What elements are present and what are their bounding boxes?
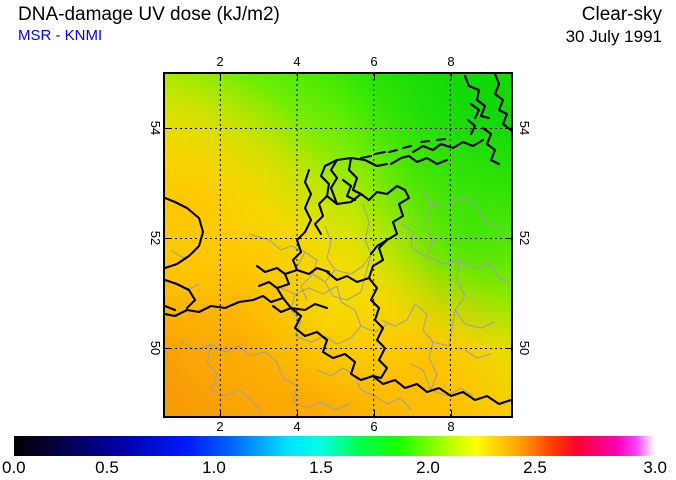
y-tick-left-50 <box>165 348 171 349</box>
x-axis-label-bottom-1: 4 <box>293 419 301 434</box>
x-tick-bottom-6 <box>374 410 375 416</box>
y-axis-label-left-50: 50 <box>148 340 163 356</box>
x-axis-label-top-1: 4 <box>293 54 301 69</box>
data-source-label: MSR - KNMI <box>18 27 103 44</box>
colorbar-tick-0: 0.0 <box>2 458 26 477</box>
x-tick-bottom-4 <box>297 410 298 416</box>
colorbar-tick-4: 2.0 <box>416 458 440 477</box>
map-frame <box>163 72 513 418</box>
x-axis-label-bottom-0: 2 <box>216 419 224 434</box>
x-tick-top-2 <box>220 74 221 80</box>
map-panel <box>163 72 513 418</box>
colorbar-tick-5: 2.5 <box>523 458 547 477</box>
y-tick-right-52 <box>505 238 511 239</box>
uv-dose-heatmap <box>165 74 511 416</box>
y-tick-left-52 <box>165 238 171 239</box>
y-axis-label-right-54: 54 <box>517 120 532 136</box>
colorbar-gradient <box>14 436 655 456</box>
colorbar-tick-1: 0.5 <box>95 458 119 477</box>
colorbar-panel: 0.0 0.5 1.0 1.5 2.0 2.5 3.0 <box>2 436 667 478</box>
x-axis-label-bottom-3: 8 <box>447 419 455 434</box>
colorbar-tick-2: 1.0 <box>202 458 226 477</box>
header-right-block: Clear-sky 30 July 1991 <box>566 4 662 47</box>
x-tick-bottom-2 <box>220 410 221 416</box>
map-plot-area <box>165 74 511 416</box>
y-tick-right-54 <box>505 128 511 129</box>
date-label: 30 July 1991 <box>565 27 662 46</box>
x-axis-label-bottom-2: 6 <box>370 419 378 434</box>
admin-borders-layer <box>170 189 510 413</box>
x-tick-top-4 <box>297 74 298 80</box>
y-axis-label-right-50: 50 <box>517 340 532 356</box>
x-axis-label-top-2: 6 <box>370 54 378 69</box>
y-axis-label-right-52: 52 <box>517 230 532 246</box>
page-title: DNA-damage UV dose (kJ/m2) <box>18 4 280 25</box>
x-axis-label-top-0: 2 <box>216 54 224 69</box>
colorbar-tick-3: 1.5 <box>309 458 333 477</box>
y-tick-left-54 <box>165 128 171 129</box>
colorbar-tick-6: 3.0 <box>643 458 667 477</box>
sky-condition-label: Clear-sky <box>581 4 662 25</box>
header-left-block: DNA-damage UV dose (kJ/m2) MSR - KNMI <box>18 4 438 45</box>
x-axis-label-top-3: 8 <box>447 54 455 69</box>
y-axis-label-left-54: 54 <box>148 120 163 136</box>
graticule-layer <box>165 74 511 416</box>
x-tick-top-6 <box>374 74 375 80</box>
y-tick-right-50 <box>505 348 511 349</box>
y-axis-label-left-52: 52 <box>148 230 163 246</box>
x-tick-bottom-8 <box>451 410 452 416</box>
x-tick-top-8 <box>451 74 452 80</box>
coastline-layer <box>165 74 511 406</box>
